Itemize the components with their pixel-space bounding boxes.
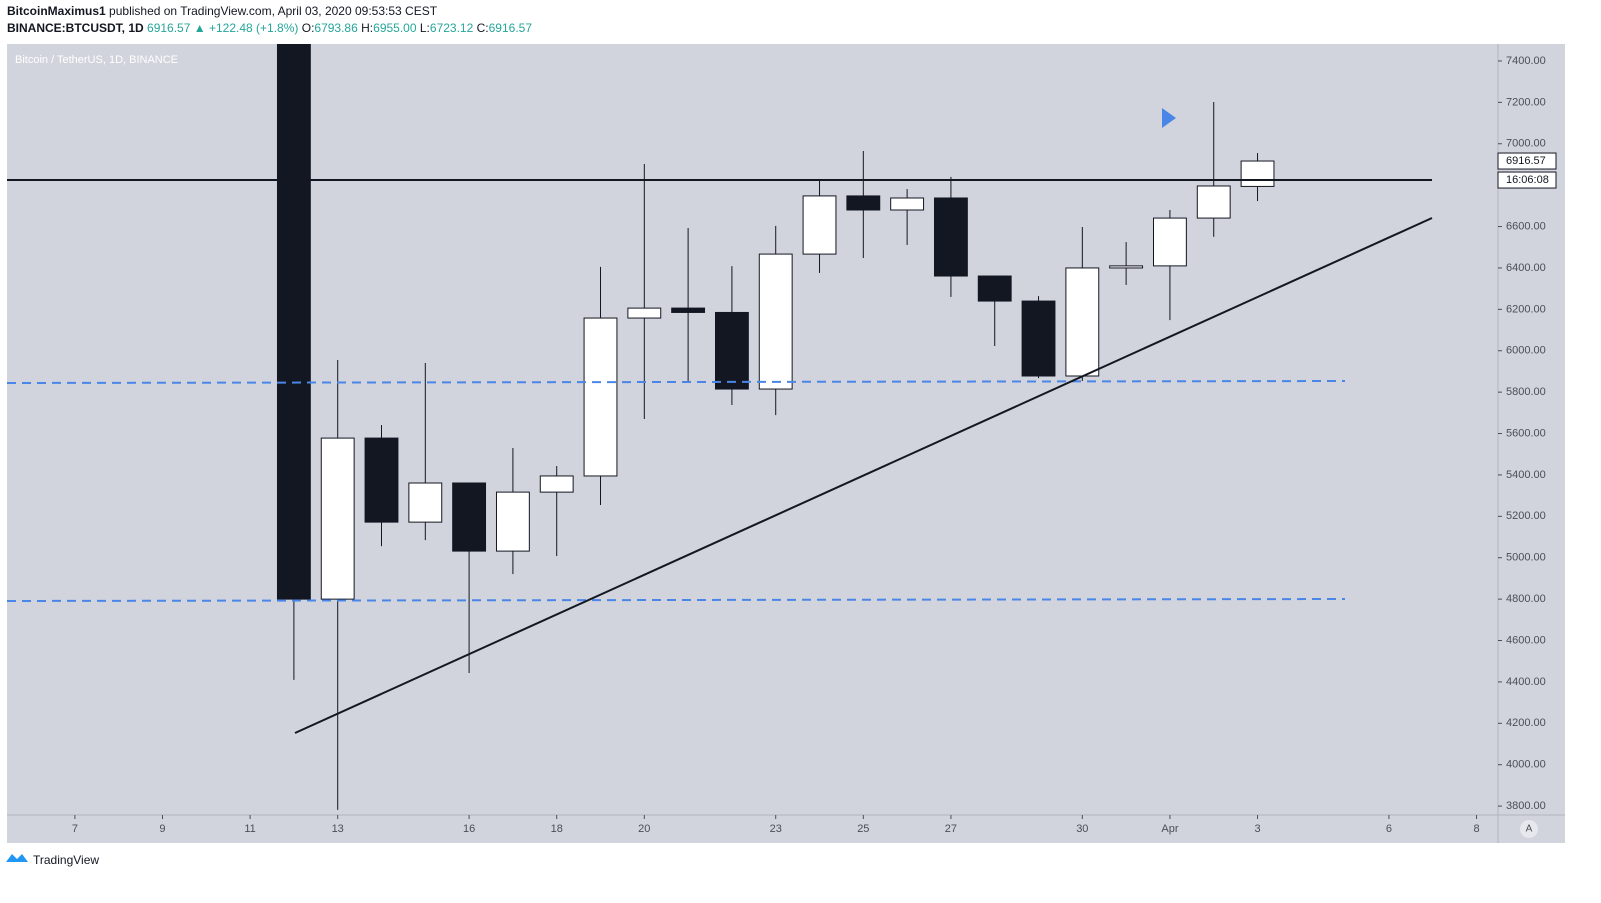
body bbox=[890, 197, 925, 211]
y-tick-label: 6000.00 bbox=[1506, 345, 1546, 357]
x-tick-label: 6 bbox=[1386, 823, 1392, 835]
flag-marker bbox=[1162, 108, 1176, 128]
body bbox=[1021, 300, 1056, 377]
x-tick-label: 30 bbox=[1076, 823, 1088, 835]
x-tick-label: 3 bbox=[1254, 823, 1260, 835]
body bbox=[583, 317, 618, 477]
body bbox=[452, 482, 487, 552]
auto-button-label[interactable]: A bbox=[1526, 824, 1533, 835]
body bbox=[933, 197, 968, 277]
last-price-box bbox=[1497, 152, 1557, 170]
x-tick-label: 20 bbox=[638, 823, 650, 835]
body bbox=[1240, 160, 1275, 187]
l-value: 6723.12 bbox=[430, 21, 474, 35]
y-tick-label: 5200.00 bbox=[1506, 510, 1546, 522]
x-tick-label: 16 bbox=[463, 823, 475, 835]
c-value: 6916.57 bbox=[489, 21, 533, 35]
chart-background bbox=[7, 44, 1565, 843]
x-tick-label: Apr bbox=[1161, 823, 1178, 835]
l-label: L: bbox=[420, 21, 430, 35]
countdown: 16:06:08 bbox=[1506, 174, 1549, 186]
plot bbox=[276, 44, 1275, 810]
y-tick-label: 7000.00 bbox=[1506, 138, 1546, 150]
body bbox=[1109, 265, 1144, 269]
y-tick-label: 4000.00 bbox=[1506, 759, 1546, 771]
y-tick-label: 6200.00 bbox=[1506, 303, 1546, 315]
body bbox=[276, 44, 311, 600]
y-tick-label: 4200.00 bbox=[1506, 717, 1546, 729]
y-tick-label: 7200.00 bbox=[1506, 96, 1546, 108]
h-value: 6955.00 bbox=[373, 21, 417, 35]
x-tick-label: 27 bbox=[945, 823, 957, 835]
x-tick-label: 13 bbox=[332, 823, 344, 835]
x-tick-label: 7 bbox=[72, 823, 78, 835]
body bbox=[1153, 217, 1187, 267]
body bbox=[977, 275, 1012, 302]
arrow: ▲ bbox=[194, 21, 206, 35]
body bbox=[495, 491, 530, 552]
y-tick-label: 6400.00 bbox=[1506, 262, 1546, 274]
last-price-label: 6916.57 bbox=[1506, 155, 1546, 167]
x-tick-label: 25 bbox=[857, 823, 869, 835]
c-label: C: bbox=[477, 21, 489, 35]
support-dashed bbox=[6, 598, 1346, 602]
last: 6916.57 bbox=[147, 21, 191, 35]
body bbox=[671, 307, 706, 313]
o-label: O: bbox=[302, 21, 315, 35]
y-tick-label: 5800.00 bbox=[1506, 386, 1546, 398]
x-tick-label: 11 bbox=[244, 823, 255, 835]
h-label: H: bbox=[361, 21, 373, 35]
y-tick-label: 5000.00 bbox=[1506, 552, 1546, 564]
countdown-box bbox=[1497, 171, 1557, 189]
auto-button[interactable] bbox=[1520, 820, 1538, 838]
change: +122.48 (+1.8%) bbox=[209, 21, 298, 35]
body bbox=[802, 195, 837, 255]
y-tick-label: 3800.00 bbox=[1506, 800, 1546, 812]
y-tick-label: 5400.00 bbox=[1506, 469, 1546, 481]
author: BitcoinMaximus1 bbox=[7, 4, 106, 18]
brand: TradingView bbox=[33, 853, 99, 867]
y-tick-label: 6600.00 bbox=[1506, 220, 1546, 232]
body bbox=[539, 475, 574, 493]
body bbox=[846, 195, 881, 211]
chart-subtitle: Bitcoin / TetherUS, 1D, BINANCE bbox=[15, 54, 178, 66]
y-tick-label: 4800.00 bbox=[1506, 593, 1546, 605]
y-tick-label: 7400.00 bbox=[1506, 55, 1546, 67]
symbol: BINANCE:BTCUSDT, 1D bbox=[7, 21, 144, 35]
body bbox=[714, 311, 749, 390]
body bbox=[758, 253, 793, 390]
x-tick-label: 23 bbox=[770, 823, 782, 835]
x-tick-label: 9 bbox=[159, 823, 165, 835]
published: published on TradingView.com, April 03, … bbox=[109, 4, 438, 18]
x-tick-label: 8 bbox=[1473, 823, 1479, 835]
body bbox=[408, 482, 443, 523]
o-value: 6793.86 bbox=[314, 21, 358, 35]
body bbox=[1065, 267, 1100, 377]
y-tick-label: 5600.00 bbox=[1506, 427, 1546, 439]
drawings bbox=[6, 108, 1433, 734]
header-line-1: BitcoinMaximus1 published on TradingView… bbox=[7, 4, 438, 18]
header-line-2: BINANCE:BTCUSDT, 1D 6916.57 ▲ +122.48 (+… bbox=[7, 21, 532, 35]
tradingview-logo bbox=[6, 854, 28, 862]
y-tick-label: 4400.00 bbox=[1506, 676, 1546, 688]
body bbox=[1196, 185, 1231, 219]
body bbox=[364, 437, 399, 523]
y-tick-label: 4600.00 bbox=[1506, 634, 1546, 646]
x-tick-label: 18 bbox=[551, 823, 563, 835]
body bbox=[320, 437, 355, 600]
body bbox=[627, 307, 662, 319]
support-dashed bbox=[6, 380, 1346, 384]
trend-line bbox=[294, 217, 1433, 734]
